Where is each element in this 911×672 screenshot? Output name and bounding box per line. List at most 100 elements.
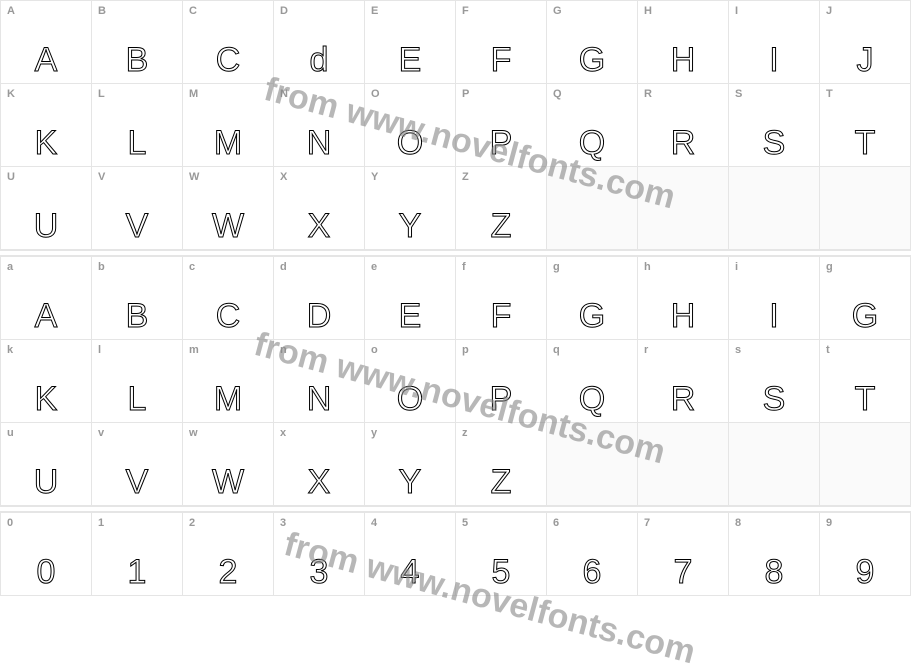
cell-label: k bbox=[7, 344, 13, 356]
glyph-cell: 00 bbox=[1, 513, 92, 596]
cell-glyph: W bbox=[183, 209, 273, 243]
glyph-cell: FF bbox=[456, 1, 547, 84]
cell-label: v bbox=[98, 427, 104, 439]
cell-label: P bbox=[462, 88, 469, 100]
glyph-cell: II bbox=[729, 1, 820, 84]
cell-label: H bbox=[644, 5, 652, 17]
glyph-cell: HH bbox=[638, 1, 729, 84]
cell-label: w bbox=[189, 427, 198, 439]
cell-label: h bbox=[644, 261, 651, 273]
cell-glyph: N bbox=[274, 382, 364, 416]
cell-label: L bbox=[98, 88, 105, 100]
cell-glyph: Z bbox=[456, 465, 546, 499]
cell-glyph: d bbox=[274, 43, 364, 77]
cell-label: 7 bbox=[644, 517, 650, 529]
cell-label: W bbox=[189, 171, 199, 183]
cell-glyph: W bbox=[183, 465, 273, 499]
cell-glyph: 5 bbox=[456, 555, 546, 589]
glyph-cell: 33 bbox=[274, 513, 365, 596]
cell-label: X bbox=[280, 171, 287, 183]
glyph-cell: AA bbox=[1, 1, 92, 84]
glyph-cell: rR bbox=[638, 340, 729, 423]
empty-cell bbox=[820, 423, 911, 506]
empty-cell bbox=[729, 167, 820, 250]
glyph-cell: eE bbox=[365, 257, 456, 340]
glyph-cell: uU bbox=[1, 423, 92, 506]
cell-label: I bbox=[735, 5, 738, 17]
glyph-cell: kK bbox=[1, 340, 92, 423]
cell-label: C bbox=[189, 5, 197, 17]
glyph-cell: gG bbox=[820, 257, 911, 340]
cell-glyph: C bbox=[183, 43, 273, 77]
cell-glyph: K bbox=[1, 382, 91, 416]
cell-glyph: O bbox=[365, 382, 455, 416]
cell-label: G bbox=[553, 5, 562, 17]
cell-glyph: X bbox=[274, 209, 364, 243]
glyph-cell: tT bbox=[820, 340, 911, 423]
cell-glyph: Z bbox=[456, 209, 546, 243]
cell-glyph: B bbox=[92, 43, 182, 77]
cell-label: z bbox=[462, 427, 468, 439]
cell-glyph: 8 bbox=[729, 555, 819, 589]
cell-label: R bbox=[644, 88, 652, 100]
cell-label: g bbox=[826, 261, 833, 273]
glyph-cell: mM bbox=[183, 340, 274, 423]
cell-glyph: L bbox=[92, 382, 182, 416]
glyph-cell: SS bbox=[729, 84, 820, 167]
cell-glyph: G bbox=[547, 299, 637, 333]
cell-label: T bbox=[826, 88, 833, 100]
cell-label: E bbox=[371, 5, 378, 17]
cell-label: d bbox=[280, 261, 287, 273]
glyph-cell: WW bbox=[183, 167, 274, 250]
glyph-cell: ZZ bbox=[456, 167, 547, 250]
cell-label: 4 bbox=[371, 517, 377, 529]
cell-glyph: G bbox=[547, 43, 637, 77]
glyph-cell: PP bbox=[456, 84, 547, 167]
glyph-cell: iI bbox=[729, 257, 820, 340]
character-grid: 00112233445566778899 bbox=[0, 512, 911, 596]
glyph-cell: QQ bbox=[547, 84, 638, 167]
cell-label: O bbox=[371, 88, 380, 100]
cell-glyph: L bbox=[92, 126, 182, 160]
glyph-cell: 55 bbox=[456, 513, 547, 596]
glyph-cell: 99 bbox=[820, 513, 911, 596]
glyph-cell: lL bbox=[92, 340, 183, 423]
glyph-cell: vV bbox=[92, 423, 183, 506]
cell-glyph: E bbox=[365, 299, 455, 333]
cell-glyph: G bbox=[820, 299, 910, 333]
cell-glyph: V bbox=[92, 209, 182, 243]
glyph-cell: zZ bbox=[456, 423, 547, 506]
cell-label: n bbox=[280, 344, 287, 356]
cell-label: t bbox=[826, 344, 830, 356]
cell-glyph: 9 bbox=[820, 555, 910, 589]
cell-label: 1 bbox=[98, 517, 104, 529]
glyph-cell: KK bbox=[1, 84, 92, 167]
glyph-cell: dD bbox=[274, 257, 365, 340]
glyph-cell: LL bbox=[92, 84, 183, 167]
cell-label: f bbox=[462, 261, 466, 273]
cell-label: a bbox=[7, 261, 13, 273]
cell-label: 0 bbox=[7, 517, 13, 529]
cell-glyph: V bbox=[92, 465, 182, 499]
cell-label: N bbox=[280, 88, 288, 100]
cell-glyph: 4 bbox=[365, 555, 455, 589]
cell-glyph: X bbox=[274, 465, 364, 499]
glyph-cell: 11 bbox=[92, 513, 183, 596]
cell-label: 9 bbox=[826, 517, 832, 529]
glyph-cell: 66 bbox=[547, 513, 638, 596]
cell-label: K bbox=[7, 88, 15, 100]
glyph-cell: oO bbox=[365, 340, 456, 423]
cell-glyph: H bbox=[638, 299, 728, 333]
empty-cell bbox=[638, 167, 729, 250]
cell-glyph: T bbox=[820, 126, 910, 160]
cell-glyph: S bbox=[729, 382, 819, 416]
glyph-cell: yY bbox=[365, 423, 456, 506]
empty-cell bbox=[638, 423, 729, 506]
cell-glyph: P bbox=[456, 382, 546, 416]
cell-label: b bbox=[98, 261, 105, 273]
glyph-cell: aA bbox=[1, 257, 92, 340]
cell-label: x bbox=[280, 427, 286, 439]
glyph-cell: 22 bbox=[183, 513, 274, 596]
cell-label: m bbox=[189, 344, 199, 356]
cell-label: B bbox=[98, 5, 106, 17]
